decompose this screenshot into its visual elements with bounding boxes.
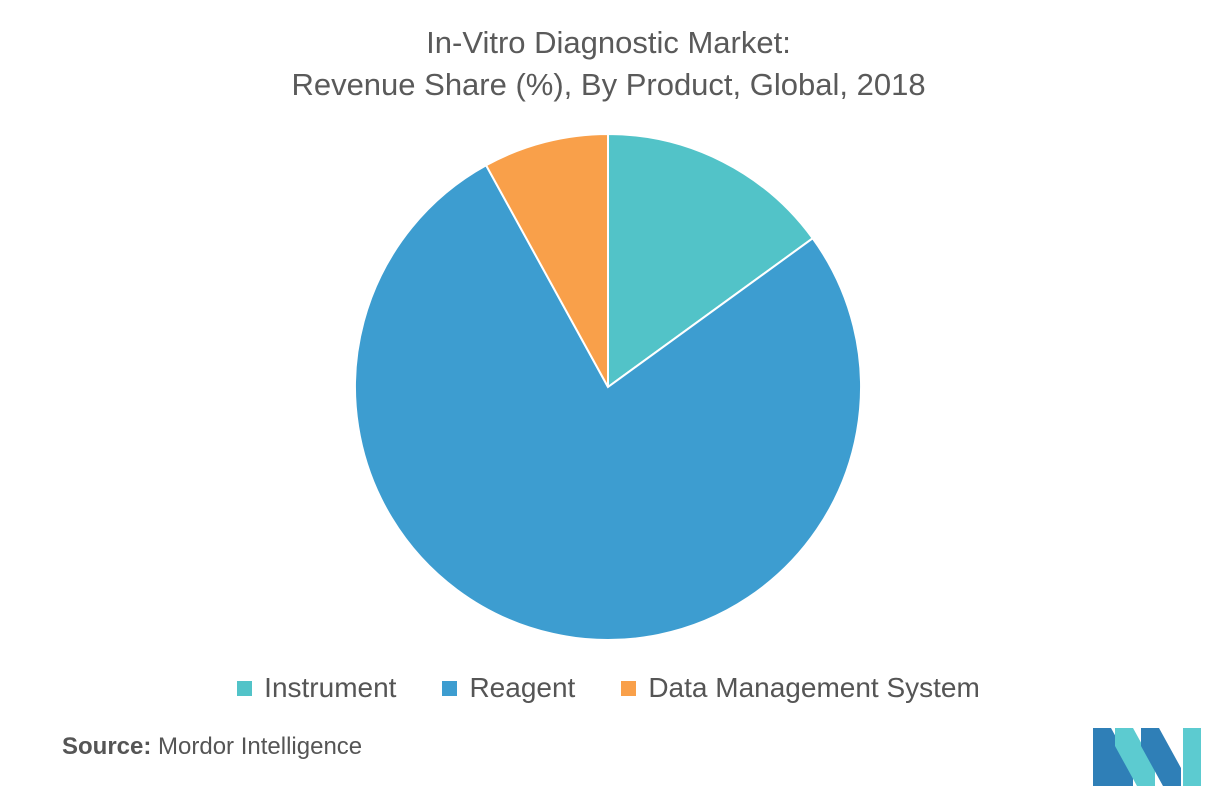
legend-swatch-reagent bbox=[442, 680, 458, 696]
chart-title-block: In-Vitro Diagnostic Market: Revenue Shar… bbox=[0, 22, 1217, 106]
mordor-logo bbox=[1093, 728, 1201, 786]
chart-subtitle: Revenue Share (%), By Product, Global, 2… bbox=[291, 67, 926, 102]
pie-slice-reagent bbox=[354, 163, 862, 641]
legend-item-instrument: Instrument bbox=[237, 672, 396, 704]
legend-swatch-instrument bbox=[237, 680, 253, 696]
pie-slice-instrument bbox=[607, 132, 815, 389]
source-note: Source: Mordor Intelligence bbox=[62, 733, 362, 761]
chart-title: In-Vitro Diagnostic Market: bbox=[426, 25, 791, 60]
legend-item-data-management-system: Data Management System bbox=[621, 672, 980, 704]
pie-slice-data-management-system bbox=[484, 132, 609, 388]
logo-shape-right-a bbox=[1141, 728, 1181, 786]
source-label: Source: bbox=[62, 733, 152, 760]
legend-label-instrument: Instrument bbox=[264, 672, 397, 703]
legend-label-data-management-system: Data Management System bbox=[648, 672, 980, 703]
logo-shape-middle bbox=[1115, 728, 1155, 786]
source-text: Mordor Intelligence bbox=[158, 733, 363, 760]
legend-item-reagent: Reagent bbox=[442, 672, 575, 704]
legend-swatch-data-management-system bbox=[621, 680, 637, 696]
legend: Instrument Reagent Data Management Syste… bbox=[0, 672, 1217, 704]
logo-shape-left bbox=[1093, 728, 1133, 786]
logo-shape-right-b bbox=[1183, 728, 1201, 786]
legend-label-reagent: Reagent bbox=[469, 672, 576, 703]
